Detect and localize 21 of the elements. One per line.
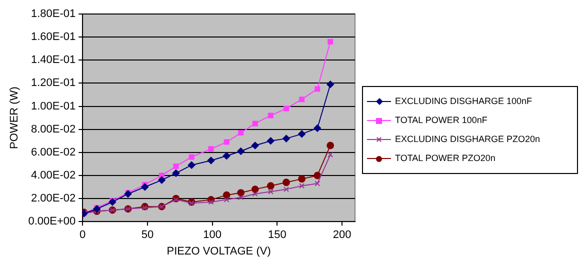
y-tick-label: 2.00E-02 [30, 192, 76, 205]
x-axis-title: PIEZO VOLTAGE (V) [166, 245, 271, 258]
legend-label: TOTAL POWER PZO20n [395, 152, 496, 165]
x-tick-label: 0 [80, 229, 86, 242]
y-tick-label: 6.00E-02 [30, 146, 76, 158]
y-tick-label: 0.00E+00 [28, 216, 76, 228]
y-tick-label: 4.00E-02 [30, 170, 76, 182]
x-tick-label: 200 [332, 229, 352, 242]
y-tick-label: 8.00E-02 [30, 123, 76, 136]
y-tick-label: 1.80E-01 [30, 8, 76, 20]
x-tick-label: 50 [141, 229, 154, 242]
x-tick-label: 150 [268, 229, 286, 242]
legend-label: EXCLUDING DISGHARGE 100nF [395, 95, 532, 108]
y-tick-label: 1.40E-01 [30, 54, 76, 66]
legend-label: EXCLUDING DISGHARGE PZO20n [395, 133, 540, 146]
x-tick-label: 100 [203, 229, 222, 242]
y-tick-label: 1.20E-01 [30, 77, 76, 90]
legend-label: TOTAL POWER 100nF [395, 114, 488, 127]
y-tick-label: 1.60E-01 [30, 31, 76, 44]
y-axis-title: POWER (W) [8, 86, 21, 149]
y-tick-label: 1.00E-01 [30, 100, 76, 112]
